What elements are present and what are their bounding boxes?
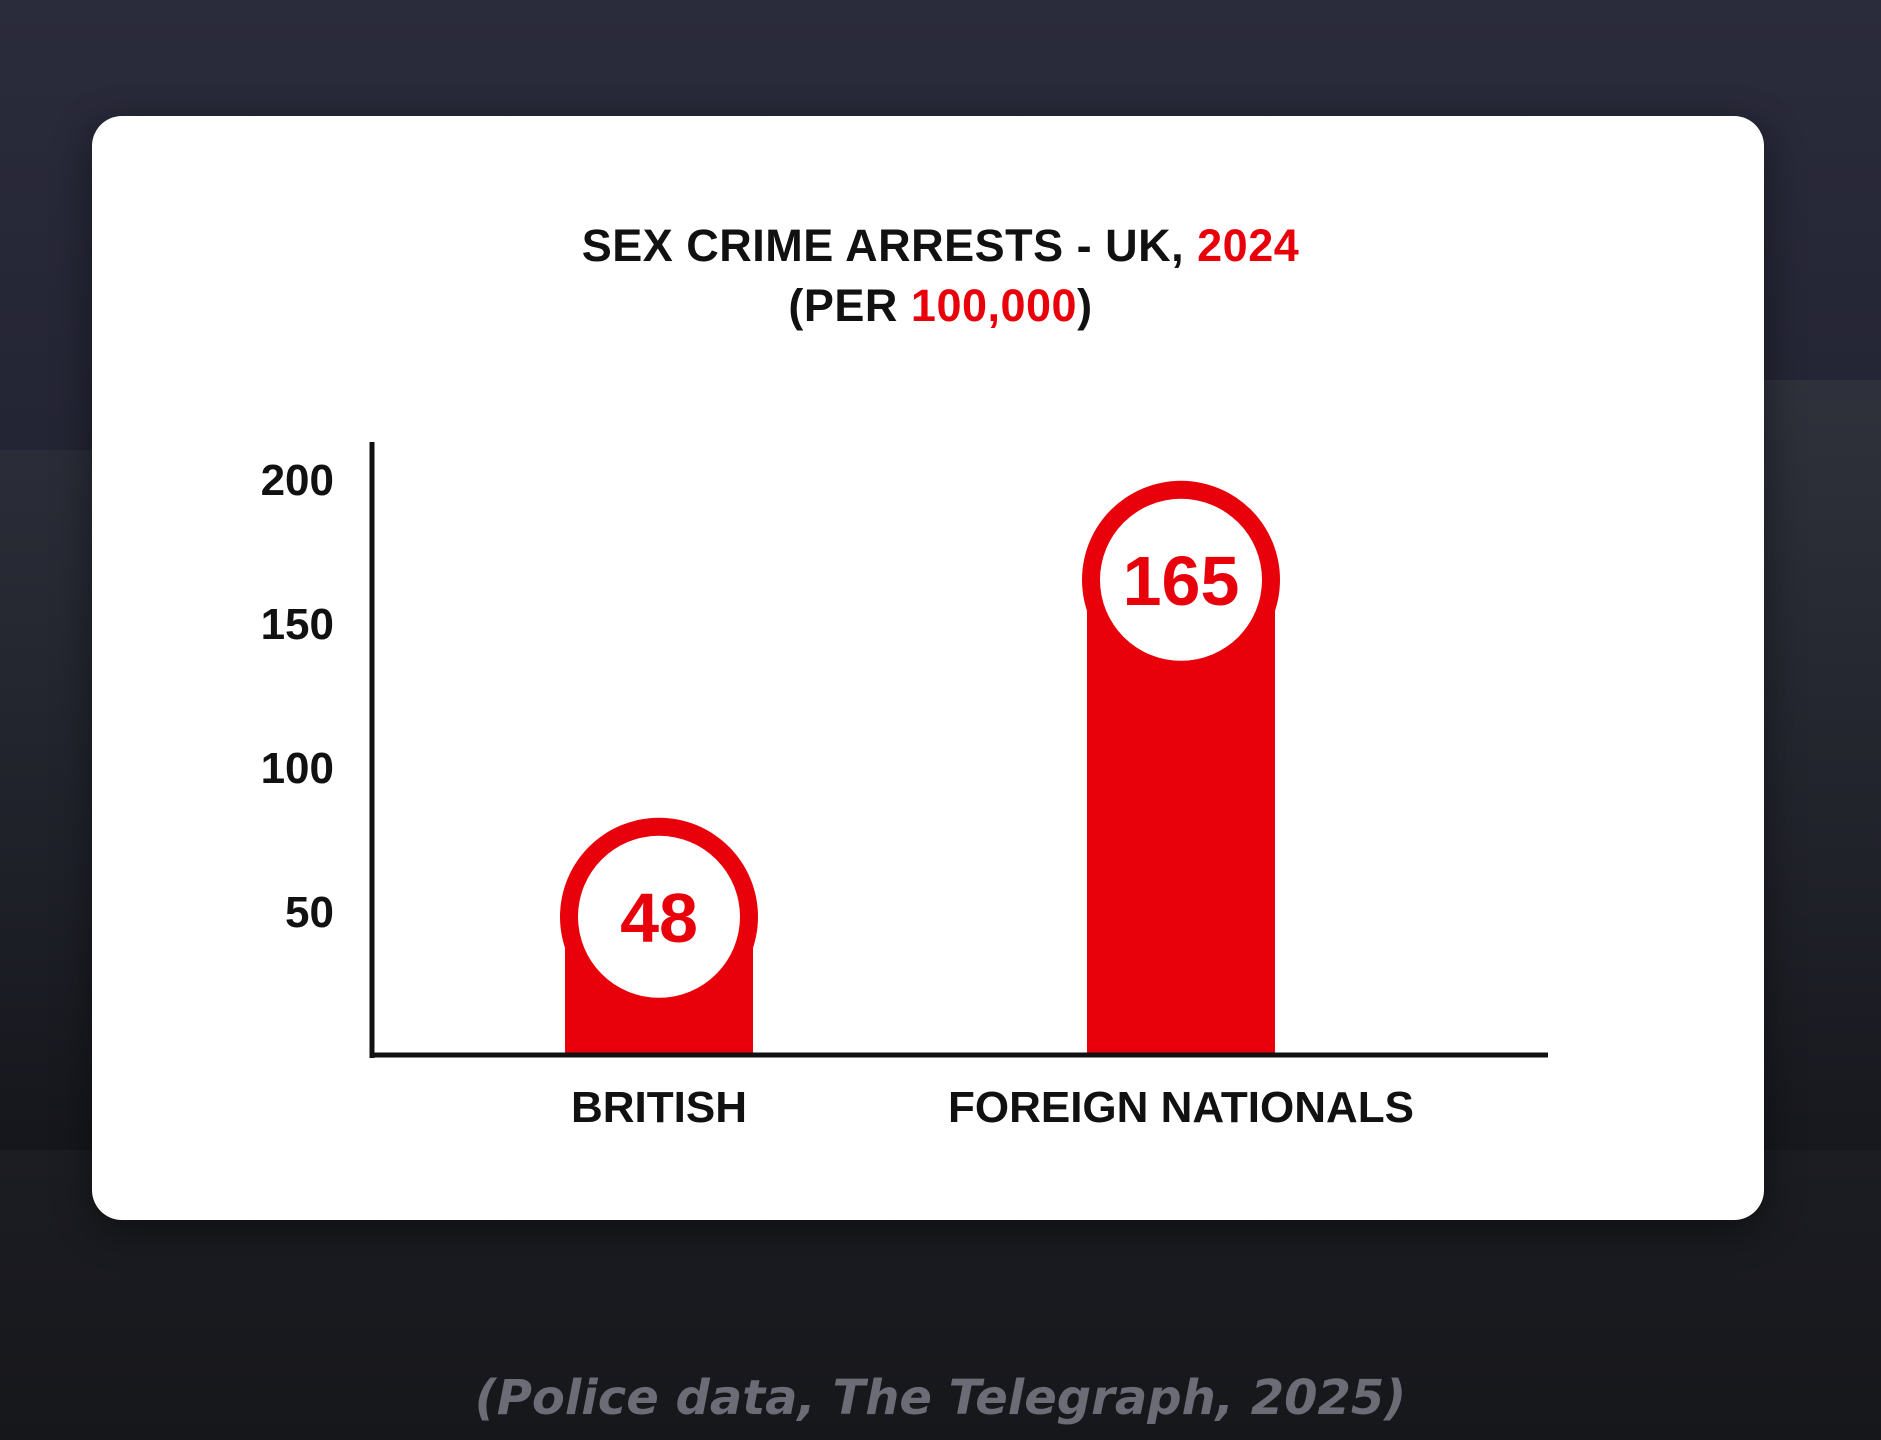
background-city-left — [0, 450, 100, 1150]
bar-value-disc — [578, 835, 740, 998]
chart-title-text: SEX CRIME ARRESTS - UK, — [581, 220, 1198, 271]
chart-title-year: 2024 — [1197, 220, 1300, 271]
chart-subtitle: (PER 100,000) — [0, 280, 1881, 332]
chart-subtitle-open: (PER — [788, 280, 911, 331]
y-tick-label: 150 — [261, 600, 334, 649]
bar-value-label: 48 — [620, 879, 698, 957]
bar-value-label: 165 — [1123, 542, 1240, 620]
chart-subtitle-close: ) — [1077, 280, 1093, 331]
chart-subtitle-number: 100,000 — [910, 280, 1078, 331]
chart-title: SEX CRIME ARRESTS - UK, 2024 — [0, 220, 1881, 272]
x-category-label: BRITISH — [571, 1083, 747, 1132]
y-tick-label: 200 — [261, 456, 334, 505]
y-tick-label: 100 — [261, 744, 334, 793]
background-city-right — [1761, 380, 1881, 1180]
y-tick-label: 50 — [285, 888, 334, 937]
source-caption: (Police data, The Telegraph, 2025) — [474, 1370, 1407, 1426]
x-category-label: FOREIGN NATIONALS — [948, 1083, 1414, 1132]
bar-value-disc — [1100, 498, 1262, 661]
